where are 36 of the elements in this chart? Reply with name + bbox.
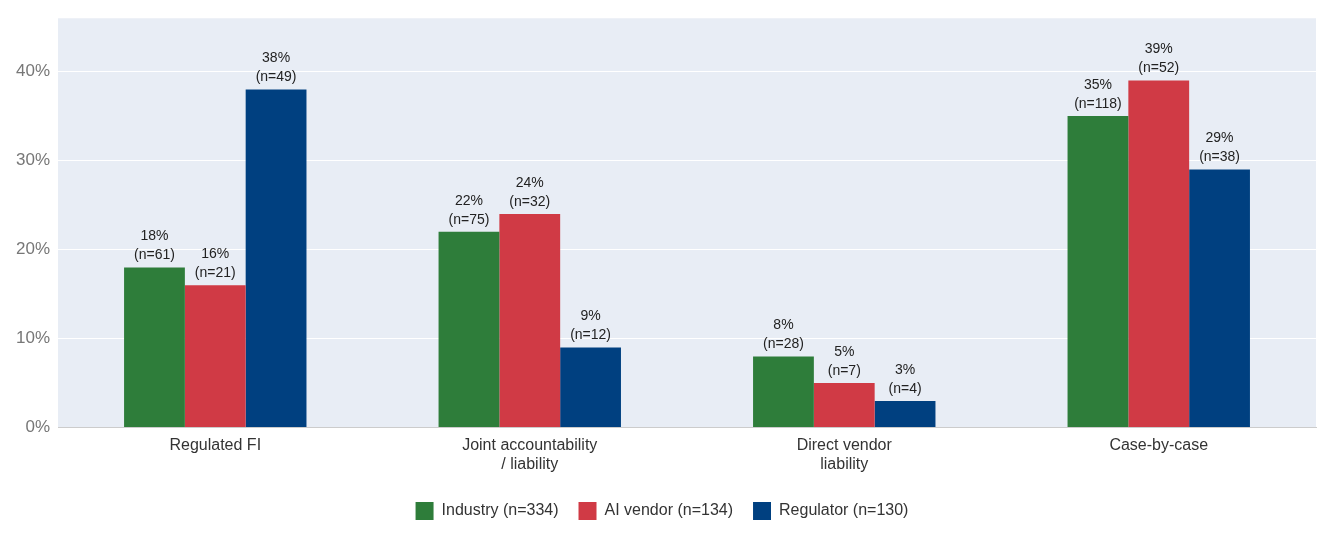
- bar: [245, 89, 307, 428]
- legend-label: AI vendor (n=134): [604, 501, 734, 519]
- data-label: 16% (n=21): [194, 245, 236, 281]
- data-label: 18% (n=61): [134, 227, 175, 263]
- x-tick-label: Joint accountability / liability: [462, 435, 598, 472]
- bar: [813, 383, 875, 428]
- y-tick-label: 30%: [15, 150, 51, 170]
- data-label: 24% (n=32): [509, 173, 551, 209]
- data-label: 39% (n=52): [1138, 40, 1180, 76]
- bar: [438, 231, 500, 428]
- x-tick-label: Direct vendor liability: [796, 435, 893, 472]
- data-label: 5% (n=7): [827, 342, 861, 378]
- bar: [499, 214, 561, 428]
- x-tick-label: Regulated FI: [169, 435, 262, 453]
- y-tick-label: 10%: [15, 328, 51, 348]
- bar: [1128, 80, 1190, 428]
- legend-label: Regulator (n=130): [779, 501, 909, 519]
- bar: [184, 285, 246, 428]
- bar: [1189, 169, 1250, 428]
- data-label: 9% (n=12): [570, 307, 611, 343]
- data-label: 8% (n=28): [763, 316, 804, 352]
- data-label: 38% (n=49): [255, 49, 297, 85]
- data-label: 29% (n=38): [1199, 129, 1240, 165]
- y-tick-label: 0%: [25, 417, 51, 437]
- legend-label: Industry (n=334): [441, 501, 559, 519]
- x-tick-label: Case-by-case: [1109, 435, 1209, 453]
- bar: [874, 400, 936, 428]
- y-tick-label: 20%: [15, 239, 51, 259]
- bar: [560, 347, 621, 428]
- bar: [124, 267, 185, 428]
- bar: [1067, 116, 1129, 428]
- bar: [753, 356, 814, 428]
- data-label: 3% (n=4): [888, 360, 922, 396]
- data-label: 22% (n=75): [448, 191, 490, 227]
- y-tick-label: 40%: [15, 61, 51, 81]
- data-label: 35% (n=118): [1074, 75, 1122, 111]
